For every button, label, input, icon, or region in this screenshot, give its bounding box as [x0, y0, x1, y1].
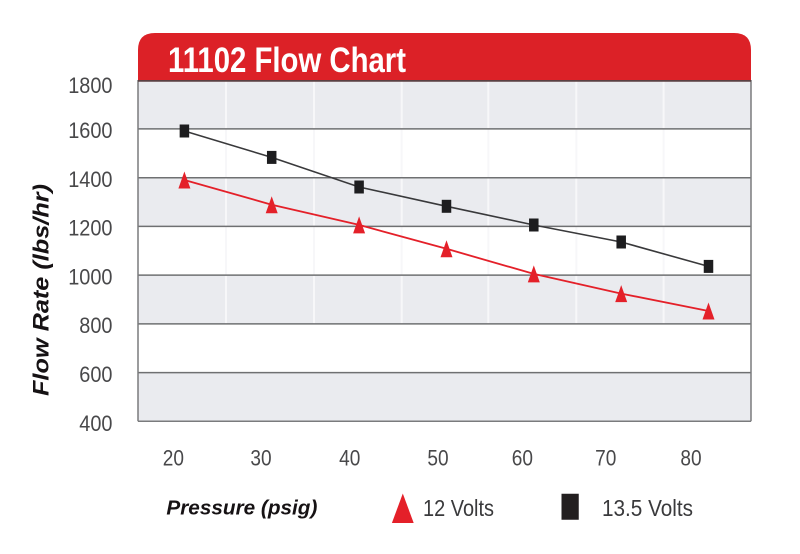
svg-text:1800: 1800 — [68, 73, 112, 98]
svg-text:13.5 Volts: 13.5 Volts — [602, 495, 693, 521]
svg-text:1600: 1600 — [68, 118, 112, 143]
svg-text:12 Volts: 12 Volts — [423, 495, 494, 521]
svg-text:1200: 1200 — [68, 216, 112, 241]
svg-text:70: 70 — [595, 446, 616, 471]
svg-text:20: 20 — [163, 446, 184, 471]
svg-text:40: 40 — [339, 446, 360, 471]
svg-text:30: 30 — [250, 446, 271, 471]
svg-text:400: 400 — [79, 411, 112, 436]
svg-text:Flow Rate (lbs/hr): Flow Rate (lbs/hr) — [29, 184, 54, 396]
svg-text:800: 800 — [79, 313, 112, 338]
svg-text:80: 80 — [680, 446, 701, 471]
svg-text:11102 Flow Chart: 11102 Flow Chart — [168, 41, 406, 80]
svg-text:1000: 1000 — [68, 264, 112, 289]
svg-text:60: 60 — [512, 446, 533, 471]
svg-text:50: 50 — [427, 446, 448, 471]
svg-text:600: 600 — [79, 362, 112, 387]
svg-text:Pressure (psig): Pressure (psig) — [166, 496, 317, 519]
svg-text:1400: 1400 — [68, 167, 112, 192]
